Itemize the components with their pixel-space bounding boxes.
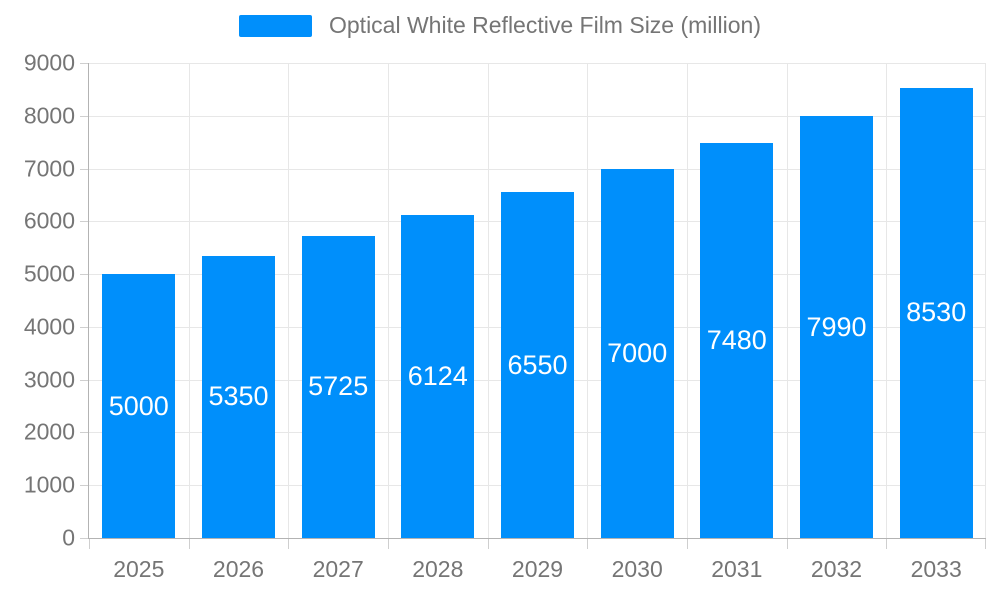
x-tick-4: [487, 539, 489, 549]
y-tick-9000: [80, 63, 88, 64]
y-axis-label-1000: 1000: [23, 471, 75, 498]
y-axis-label-2000: 2000: [23, 418, 75, 445]
legend-item[interactable]: Optical White Reflective Film Size (mill…: [0, 12, 1000, 39]
x-tick-1: [188, 539, 190, 549]
y-tick-5000: [80, 274, 88, 276]
bar-2025[interactable]: 5000: [102, 274, 176, 538]
x-tick-5: [587, 539, 589, 549]
y-axis-label-4000: 4000: [23, 313, 75, 340]
x-tick-2: [288, 539, 290, 549]
y-axis-label-5000: 5000: [23, 260, 75, 287]
bar-value-label-2032: 7990: [806, 311, 867, 342]
bar-value-label-2025: 5000: [108, 390, 169, 421]
bar-2029[interactable]: 6550: [501, 192, 574, 538]
bar-2027[interactable]: 5725: [301, 235, 375, 538]
gridline-v-7: [786, 63, 788, 538]
y-tick-1000: [80, 485, 88, 487]
gridline-v-1: [188, 63, 190, 538]
gridline-v-4: [487, 63, 489, 538]
x-axis-label-2030: 2030: [611, 556, 663, 582]
bar-value-label-2033: 8530: [906, 297, 967, 328]
bar-2033[interactable]: 8530: [899, 87, 973, 538]
gridline-h-7000: [89, 168, 986, 170]
gridline-v-8: [886, 63, 888, 538]
x-axis-label-2026: 2026: [212, 556, 265, 582]
x-axis-label-2027: 2027: [312, 556, 364, 582]
bar-value-label-2029: 6550: [507, 349, 568, 380]
bar-value-label-2026: 5350: [208, 381, 269, 412]
y-tick-7000: [80, 168, 88, 170]
bar-2031[interactable]: 7480: [700, 143, 774, 538]
x-axis-label-2032: 2032: [810, 556, 863, 582]
gridline-v-3: [388, 63, 389, 538]
x-tick-8: [886, 539, 888, 549]
x-axis-label-2033: 2033: [910, 556, 962, 582]
y-axis-label-3000: 3000: [23, 366, 75, 393]
y-tick-6000: [80, 221, 88, 223]
gridline-h-9000: [89, 63, 986, 64]
y-axis-label-9000: 9000: [23, 49, 75, 76]
bar-value-label-2028: 6124: [407, 360, 468, 391]
bar-2026[interactable]: 5350: [202, 255, 275, 538]
x-axis-label-2031: 2031: [711, 556, 763, 582]
x-axis-label-2025: 2025: [113, 556, 165, 582]
x-tick-9: [985, 539, 986, 549]
y-tick-3000: [80, 379, 88, 381]
y-tick-4000: [80, 326, 88, 328]
bar-2030[interactable]: 7000: [600, 168, 674, 538]
y-axis-label-8000: 8000: [23, 102, 75, 129]
bar-2028[interactable]: 6124: [401, 214, 475, 538]
gridline-v-9: [985, 63, 986, 538]
y-tick-8000: [80, 115, 88, 117]
plot-area: 0 1000 2000 3000 4000 5000 6000 7000 8000 9000 500…: [24, 51, 986, 581]
bar-value-label-2031: 7480: [706, 325, 767, 356]
legend-swatch: [239, 14, 312, 37]
bar-2032[interactable]: 7990: [800, 116, 873, 538]
x-axis-label-2028: 2028: [412, 556, 464, 582]
gridline-v-5: [587, 63, 589, 538]
x-tick-7: [786, 539, 788, 549]
x-tick-3: [388, 539, 389, 549]
gridline-v-6: [687, 63, 688, 538]
x-axis-label-2029: 2029: [511, 556, 564, 582]
y-tick-0: [80, 538, 88, 539]
x-tick-0: [89, 539, 90, 549]
bar-value-label-2030: 7000: [607, 337, 668, 368]
y-axis-label-0: 0: [62, 524, 75, 551]
y-axis-label-7000: 7000: [23, 155, 75, 182]
bar-value-label-2027: 5725: [308, 371, 369, 402]
legend-label: Optical White Reflective Film Size (mill…: [329, 12, 761, 38]
x-tick-6: [687, 539, 688, 549]
gridline-h-8000: [89, 115, 986, 117]
y-axis-label-6000: 6000: [23, 207, 75, 234]
gridline-v-2: [288, 63, 290, 538]
y-tick-2000: [80, 432, 88, 434]
